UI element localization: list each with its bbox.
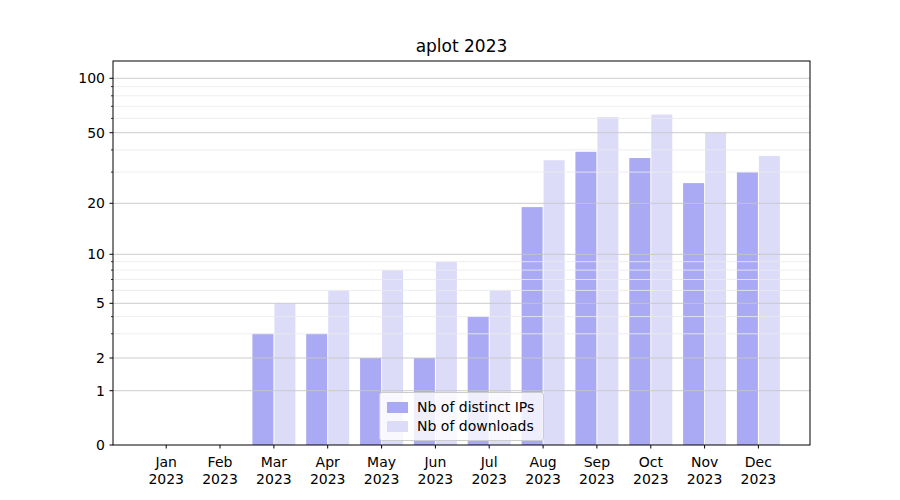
legend-item-distinct-ips: Nb of distinct IPs (387, 398, 534, 416)
x-tick-label-year: 2023 (633, 471, 669, 487)
y-tick-label: 10 (87, 246, 105, 262)
x-tick-label-year: 2023 (579, 471, 615, 487)
x-tick-label-month: Sep (584, 454, 611, 470)
x-tick-label-month: Jul (480, 454, 498, 470)
legend-swatch-distinct-ips (387, 402, 408, 413)
bar-distinct-ips (575, 152, 596, 445)
x-tick-label-month: May (367, 454, 396, 470)
y-tick-label: 50 (87, 125, 105, 141)
x-tick-label-month: Dec (745, 454, 772, 470)
y-tick-label: 0 (96, 437, 105, 453)
figure: aplot 2023 0125102050100Jan2023Feb2023Ma… (0, 0, 900, 500)
y-tick-label: 100 (78, 70, 105, 86)
x-tick-label-month: Jun (423, 454, 446, 470)
x-tick-label-year: 2023 (741, 471, 777, 487)
x-tick-label-year: 2023 (202, 471, 238, 487)
bar-distinct-ips (683, 183, 704, 445)
bar-downloads (274, 303, 295, 445)
x-tick-label-month: Feb (208, 454, 233, 470)
x-tick-label-year: 2023 (256, 471, 292, 487)
y-tick-label: 1 (96, 383, 105, 399)
x-tick-label-year: 2023 (471, 471, 507, 487)
legend-item-downloads: Nb of downloads (387, 417, 534, 435)
x-tick-label-month: Oct (639, 454, 664, 470)
x-tick-label-year: 2023 (364, 471, 400, 487)
bar-distinct-ips (629, 158, 650, 445)
legend-label-downloads: Nb of downloads (417, 418, 534, 434)
bar-distinct-ips (737, 172, 758, 445)
x-tick-label-month: Mar (261, 454, 288, 470)
x-tick-label-year: 2023 (148, 471, 184, 487)
y-tick-label: 20 (87, 195, 105, 211)
x-tick-label-month: Nov (691, 454, 718, 470)
x-tick-label-year: 2023 (525, 471, 561, 487)
x-tick-label-year: 2023 (418, 471, 454, 487)
bar-distinct-ips (252, 334, 273, 445)
legend-swatch-downloads (387, 421, 408, 432)
bar-distinct-ips (306, 334, 327, 445)
bar-downloads (759, 156, 780, 445)
bar-distinct-ips (360, 358, 381, 445)
y-tick-label: 5 (96, 295, 105, 311)
y-tick-label: 2 (96, 350, 105, 366)
bar-downloads (705, 133, 726, 445)
x-tick-label-year: 2023 (310, 471, 346, 487)
x-tick-label-month: Aug (529, 454, 556, 470)
bar-downloads (328, 290, 349, 445)
bar-downloads (597, 117, 618, 445)
x-tick-label-month: Apr (316, 454, 340, 470)
x-tick-label-month: Jan (154, 454, 177, 470)
legend: Nb of distinct IPs Nb of downloads (379, 392, 544, 441)
legend-label-distinct-ips: Nb of distinct IPs (417, 399, 534, 415)
x-tick-label-year: 2023 (687, 471, 723, 487)
